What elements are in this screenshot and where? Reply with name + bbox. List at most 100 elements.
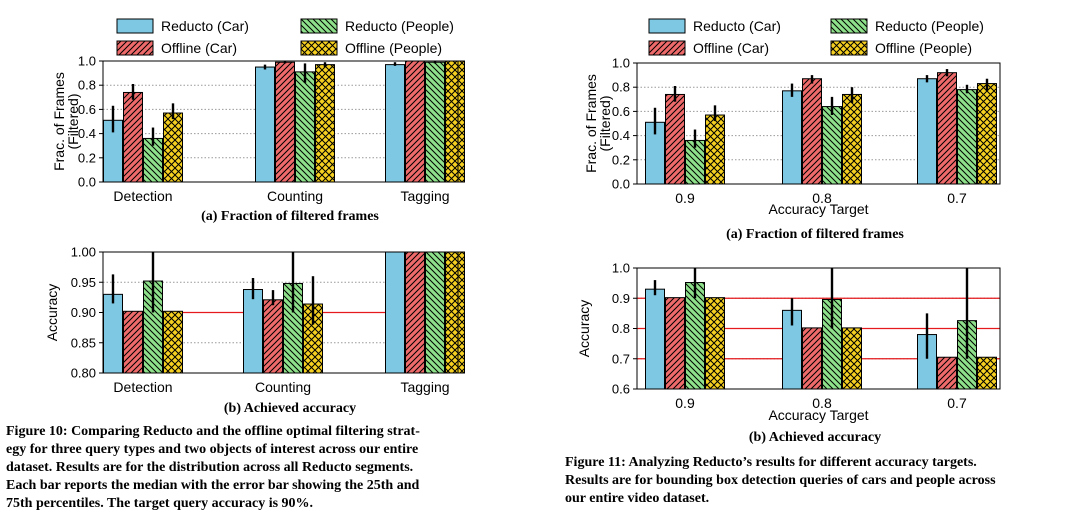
x-tick-label: Counting — [255, 379, 311, 395]
x-tick-label: Detection — [113, 379, 172, 395]
y-tick-label: 1.0 — [612, 261, 630, 276]
x-tick-label: 0.7 — [947, 190, 967, 206]
y-tick-label: 0.7 — [612, 351, 630, 366]
y-tick-label: 0.90 — [71, 305, 96, 320]
y-tick-label: 0.8 — [612, 80, 630, 95]
bar-offline-car-counting-hatch — [275, 62, 295, 182]
bar-reducto-car-counting-fill — [255, 67, 275, 182]
axes-frame — [636, 267, 1001, 390]
x-tick-label: 0.9 — [675, 395, 695, 411]
bar-offline-car-0-9-hatch — [665, 94, 685, 184]
bar-offline-people-0-8-hatch — [842, 327, 862, 389]
legend-swatch-offline-people-outline — [830, 40, 868, 56]
y-tick-label: 0.8 — [78, 78, 96, 93]
bar-reducto-car-0-8-fill — [782, 310, 802, 389]
bar-reducto-people-counting-hatch — [295, 71, 315, 182]
legend-fig11: Reducto (Car) Reducto (People) Offline (Ca… — [648, 18, 984, 56]
axes-frame — [636, 62, 1001, 185]
y-tick-label: 0.80 — [71, 366, 96, 381]
bar-offline-car-0-7-hatch — [937, 357, 957, 389]
bar-reducto-car-counting-fill — [243, 289, 263, 373]
fig11-caption-line: our entire video dataset. — [565, 491, 710, 506]
bar-offline-people-0-8-hatch — [842, 94, 862, 184]
bar-reducto-people-0-8-hatch — [822, 106, 842, 184]
bar-reducto-people-0-8-hatch — [822, 299, 842, 389]
y-tick-label: 1.00 — [71, 245, 96, 260]
bar-offline-people-tagging-hatch — [445, 61, 465, 182]
bar-offline-car-tagging-hatch — [405, 61, 425, 182]
bar-reducto-people-0-9-hatch — [685, 140, 705, 184]
chart-fig10b: 0.80 0.85 0.90 0.95 1.00 Detection Counting Tag… — [44, 245, 465, 395]
fig11-caption-line: Figure 11: Analyzing Reducto’s results f… — [565, 455, 977, 470]
y-tick-label: 0.4 — [78, 126, 96, 141]
y-tick-label: 0.9 — [612, 291, 630, 306]
bar-offline-car-detection-hatch — [123, 311, 143, 373]
bar-reducto-car-tagging-fill — [385, 64, 405, 182]
legend-swatch-reducto-car-outline — [648, 18, 686, 34]
fig11-caption-line: Results are for bounding box detection q… — [565, 473, 996, 488]
chart-fig10a: 0.0 0.2 0.4 0.6 0.8 1.0 Detection Counting Taggi… — [51, 54, 465, 204]
bar-offline-people-0-7-hatch — [977, 357, 997, 389]
bar-offline-people-counting-hatch — [315, 64, 335, 182]
bar-offline-car-detection-hatch — [123, 92, 143, 182]
axes-frame — [102, 60, 459, 183]
legend-label: Reducto (People) — [875, 18, 984, 34]
legend-swatch-reducto-car-outline — [116, 18, 154, 34]
y-tick-label: 1.0 — [612, 56, 630, 71]
x-tick-label: 0.8 — [812, 190, 832, 206]
y-tick-label: 1.0 — [78, 54, 96, 69]
legend-swatch-reducto-car-fill — [649, 19, 685, 33]
chart-fig11a: 0.0 0.2 0.4 0.6 0.8 1.0 0.9 0.8 0.7 Frac. of Fram… — [583, 56, 1001, 217]
y-axis-label: Frac. of Frames — [51, 72, 67, 171]
y-tick-label: 0.85 — [71, 335, 96, 350]
bar-reducto-car-0-9-fill — [645, 122, 665, 184]
y-axis-label: Frac. of Frames — [583, 74, 599, 173]
fig10-caption-line: Each bar reports the median with the err… — [6, 478, 420, 493]
fig11a-subcaption: (a) Fraction of filtered frames — [726, 227, 904, 242]
x-tick-label: 0.9 — [675, 190, 695, 206]
legend-swatch-reducto-people-hatch — [301, 19, 337, 33]
legend-swatch-reducto-car-fill — [117, 19, 153, 33]
y-tick-label: 0.6 — [612, 104, 630, 119]
axes-frame — [102, 251, 459, 374]
bar-reducto-car-0-7-fill — [917, 334, 937, 389]
x-tick-label: Tagging — [400, 379, 449, 395]
fig10-caption-line: egy for three query types and two object… — [6, 442, 419, 457]
legend-label: Offline (People) — [875, 40, 972, 56]
legend-swatch-offline-car-hatch — [117, 41, 153, 55]
bar-reducto-people-0-7-hatch — [957, 89, 977, 184]
bar-reducto-people-detection-hatch — [143, 138, 163, 182]
bar-reducto-car-tagging-fill — [385, 252, 405, 373]
bar-reducto-people-tagging-hatch — [425, 62, 445, 182]
bar-reducto-people-0-9-hatch — [685, 282, 705, 389]
legend-swatch-reducto-people-outline — [300, 18, 338, 34]
x-axis-label: Accuracy Target — [768, 407, 868, 423]
bar-offline-people-0-7-hatch — [977, 83, 997, 184]
bar-offline-people-0-9-hatch — [705, 297, 725, 389]
x-axis-label: Accuracy Target — [768, 201, 868, 217]
bar-offline-people-tagging-hatch — [445, 252, 465, 373]
bar-reducto-car-0-9-fill — [645, 289, 665, 389]
y-tick-label: 0.6 — [78, 102, 96, 117]
bar-reducto-car-0-7-fill — [917, 78, 937, 184]
x-tick-label: Counting — [267, 188, 323, 204]
x-tick-label: Detection — [113, 188, 172, 204]
bar-reducto-car-detection-fill — [103, 294, 123, 373]
legend-swatch-offline-car-hatch — [649, 41, 685, 55]
legend-swatch-offline-people-outline — [300, 40, 338, 56]
bar-offline-car-0-9-hatch — [665, 297, 685, 389]
bar-offline-car-0-8-hatch — [802, 78, 822, 184]
y-tick-label: 0.0 — [612, 177, 630, 192]
bar-offline-people-detection-hatch — [163, 113, 183, 182]
legend-swatch-reducto-people-hatch — [831, 19, 867, 33]
x-tick-label: Tagging — [400, 188, 449, 204]
y-tick-label: 0.8 — [612, 321, 630, 336]
legend-swatch-offline-car-outline — [116, 40, 154, 56]
legend-swatch-offline-car-outline — [648, 40, 686, 56]
legend-swatch-offline-people-hatch — [301, 41, 337, 55]
x-tick-label: 0.7 — [947, 395, 967, 411]
fig10-caption-line: 75th percentiles. The target query accur… — [6, 496, 314, 511]
y-axis-label: Accuracy — [576, 300, 592, 358]
y-tick-label: 0.0 — [78, 175, 96, 190]
